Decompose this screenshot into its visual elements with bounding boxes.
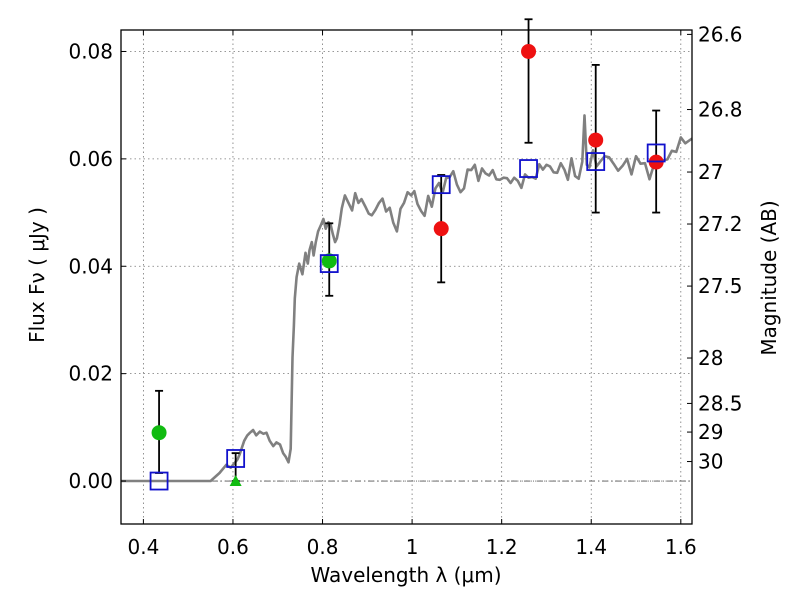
data-point-red: [588, 132, 604, 148]
model-photometry-square: [431, 175, 451, 195]
data-point-green: [151, 425, 167, 441]
right-tick-label: 26.6: [698, 22, 743, 46]
right-axis-label: Magnitude (AB): [757, 200, 781, 355]
right-axis-ticks: 26.6 26.8 27 27.2 27.5 28 28.5 29 30: [687, 22, 743, 474]
right-tick-label: 28: [698, 346, 723, 370]
right-tick-label: 29: [698, 420, 723, 444]
grid: [121, 30, 692, 524]
y-tick-label: 0.04: [68, 254, 113, 278]
x-axis-ticks: 0.4 0.6 0.8 1 1.2 1.4 1.6: [127, 30, 697, 559]
right-tick-label: 27.5: [698, 274, 743, 298]
y-tick-label: 0.08: [68, 39, 113, 63]
plot-frame: [120, 29, 693, 525]
x-tick-label: 0.6: [217, 535, 249, 559]
right-tick-label: 27.2: [698, 212, 743, 236]
model-photometry-square: [586, 152, 606, 171]
data-point-red: [521, 43, 537, 59]
upper-limit-triangle: [229, 475, 242, 487]
right-tick-label: 30: [698, 450, 723, 474]
model-photometry-square: [149, 471, 169, 491]
x-axis-label: Wavelength λ (μm): [310, 563, 501, 587]
data-point-red: [433, 221, 449, 237]
model-spectrum-line: [121, 114, 693, 483]
model-spectrum: [121, 114, 693, 483]
right-tick-label: 26.8: [698, 98, 743, 122]
model-photometry-square: [319, 254, 339, 273]
y-tick-label: 0.06: [68, 147, 113, 171]
model-photometry-square: [226, 449, 246, 468]
y-tick-label: 0.00: [68, 469, 113, 493]
y-axis-ticks: 0.00 0.02 0.04 0.06 0.08: [68, 39, 126, 493]
model-photometry-square: [646, 143, 666, 163]
y-tick-label: 0.02: [68, 362, 113, 386]
x-tick-label: 0.4: [127, 535, 159, 559]
model-photometry-square: [519, 159, 538, 178]
x-tick-label: 0.8: [307, 535, 339, 559]
x-tick-label: 1.4: [575, 535, 607, 559]
photometry-markers: [149, 43, 666, 491]
right-tick-label: 28.5: [698, 391, 743, 415]
x-tick-label: 1.2: [486, 535, 518, 559]
data-point-green: [321, 253, 337, 269]
right-tick-label: 27: [698, 160, 723, 184]
error-bars: [155, 18, 661, 482]
x-tick-label: 1: [406, 535, 419, 559]
x-tick-label: 1.6: [665, 535, 697, 559]
y-axis-label: Flux Fν ( μJy ): [25, 207, 49, 343]
